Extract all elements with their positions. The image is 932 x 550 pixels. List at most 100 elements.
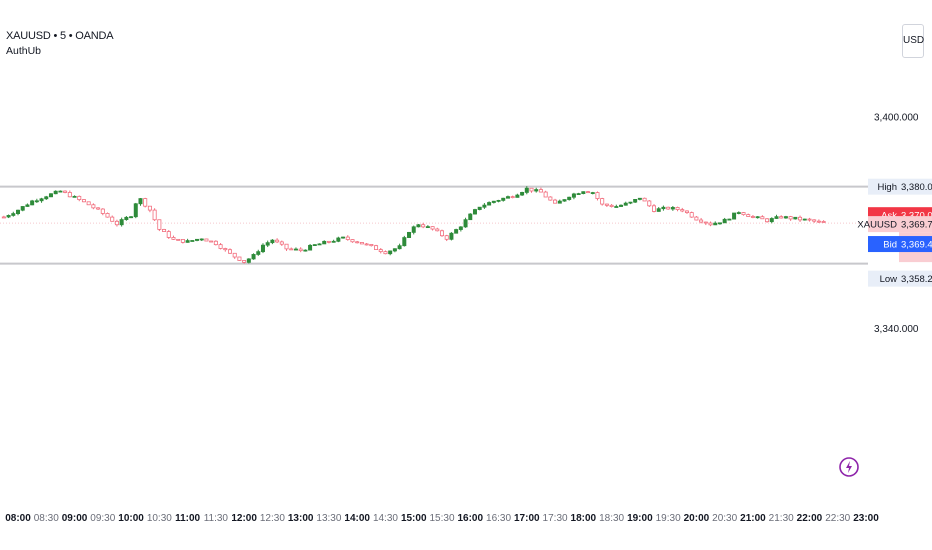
candle[interactable] — [124, 216, 129, 220]
candle[interactable] — [81, 199, 86, 203]
candle[interactable] — [694, 216, 699, 221]
candle[interactable] — [39, 198, 44, 202]
candle[interactable] — [765, 218, 770, 223]
candle[interactable] — [48, 193, 53, 198]
candle[interactable] — [350, 239, 355, 243]
candle[interactable] — [345, 236, 350, 240]
candle[interactable] — [72, 195, 77, 198]
candle[interactable] — [246, 258, 251, 263]
candle[interactable] — [293, 248, 298, 251]
candle[interactable] — [760, 216, 765, 220]
candle[interactable] — [110, 216, 115, 222]
candle[interactable] — [520, 192, 525, 196]
candle[interactable] — [505, 196, 510, 199]
candle[interactable] — [143, 198, 148, 207]
candle[interactable] — [369, 243, 374, 247]
candle[interactable] — [279, 241, 284, 245]
candle[interactable] — [105, 213, 110, 218]
candle[interactable] — [152, 209, 157, 221]
candle[interactable] — [567, 196, 572, 200]
candle[interactable] — [100, 208, 105, 214]
candle[interactable] — [209, 240, 214, 243]
candle[interactable] — [336, 237, 341, 242]
candle[interactable] — [232, 252, 237, 258]
candle[interactable] — [402, 237, 407, 247]
candle[interactable] — [213, 240, 218, 246]
candle[interactable] — [96, 207, 101, 210]
candle[interactable] — [312, 244, 317, 247]
candle[interactable] — [534, 189, 539, 192]
candle[interactable] — [487, 202, 492, 206]
candle[interactable] — [708, 222, 713, 226]
candle[interactable] — [727, 218, 732, 221]
candle[interactable] — [392, 248, 397, 252]
candle[interactable] — [11, 213, 16, 216]
candle[interactable] — [779, 216, 784, 219]
candle[interactable] — [322, 240, 327, 245]
candle[interactable] — [609, 204, 614, 207]
candle[interactable] — [553, 199, 558, 204]
candle[interactable] — [562, 199, 567, 202]
candle[interactable] — [114, 220, 119, 226]
candle[interactable] — [218, 244, 223, 249]
candle[interactable] — [162, 228, 167, 232]
candle[interactable] — [713, 222, 718, 226]
candle[interactable] — [91, 204, 96, 209]
candle[interactable] — [34, 200, 39, 203]
candle[interactable] — [303, 249, 308, 252]
candle[interactable] — [515, 194, 520, 198]
candle[interactable] — [58, 190, 63, 193]
candle[interactable] — [689, 212, 694, 218]
candle[interactable] — [482, 204, 487, 208]
candle[interactable] — [675, 207, 680, 210]
candle[interactable] — [133, 203, 138, 218]
candle[interactable] — [458, 226, 463, 230]
candle[interactable] — [623, 202, 628, 206]
candle[interactable] — [171, 237, 176, 240]
candle[interactable] — [157, 219, 162, 230]
candle[interactable] — [581, 191, 586, 194]
candle[interactable] — [472, 209, 477, 215]
candle[interactable] — [717, 222, 722, 225]
candle[interactable] — [732, 212, 737, 220]
candle[interactable] — [468, 213, 473, 221]
candle[interactable] — [586, 191, 591, 194]
candle[interactable] — [416, 224, 421, 228]
candle[interactable] — [289, 248, 294, 251]
candle[interactable] — [430, 226, 435, 230]
candle[interactable] — [821, 221, 826, 223]
candle[interactable] — [755, 216, 760, 219]
candle[interactable] — [383, 251, 388, 255]
candle[interactable] — [256, 251, 261, 255]
candle[interactable] — [557, 200, 562, 204]
candle[interactable] — [619, 204, 624, 207]
candle[interactable] — [548, 196, 553, 201]
candle[interactable] — [86, 201, 91, 206]
candle[interactable] — [331, 240, 336, 243]
candle[interactable] — [326, 240, 331, 243]
candle[interactable] — [590, 192, 595, 194]
candle[interactable] — [176, 238, 181, 241]
candle[interactable] — [746, 214, 751, 217]
candle[interactable] — [223, 248, 228, 251]
candle[interactable] — [652, 205, 657, 212]
candle[interactable] — [642, 197, 647, 202]
candle[interactable] — [637, 197, 642, 200]
candle[interactable] — [439, 230, 444, 237]
candle[interactable] — [699, 219, 704, 223]
candle[interactable] — [684, 210, 689, 213]
candle[interactable] — [802, 218, 807, 221]
candle[interactable] — [656, 208, 661, 212]
candle[interactable] — [397, 245, 402, 250]
candle[interactable] — [647, 200, 652, 207]
candle[interactable] — [604, 203, 609, 206]
candle[interactable] — [571, 193, 576, 198]
candle[interactable] — [633, 199, 638, 203]
candle[interactable] — [798, 216, 803, 221]
candle[interactable] — [576, 193, 581, 195]
candle[interactable] — [807, 218, 812, 221]
candle[interactable] — [510, 196, 515, 199]
candle[interactable] — [524, 187, 529, 193]
